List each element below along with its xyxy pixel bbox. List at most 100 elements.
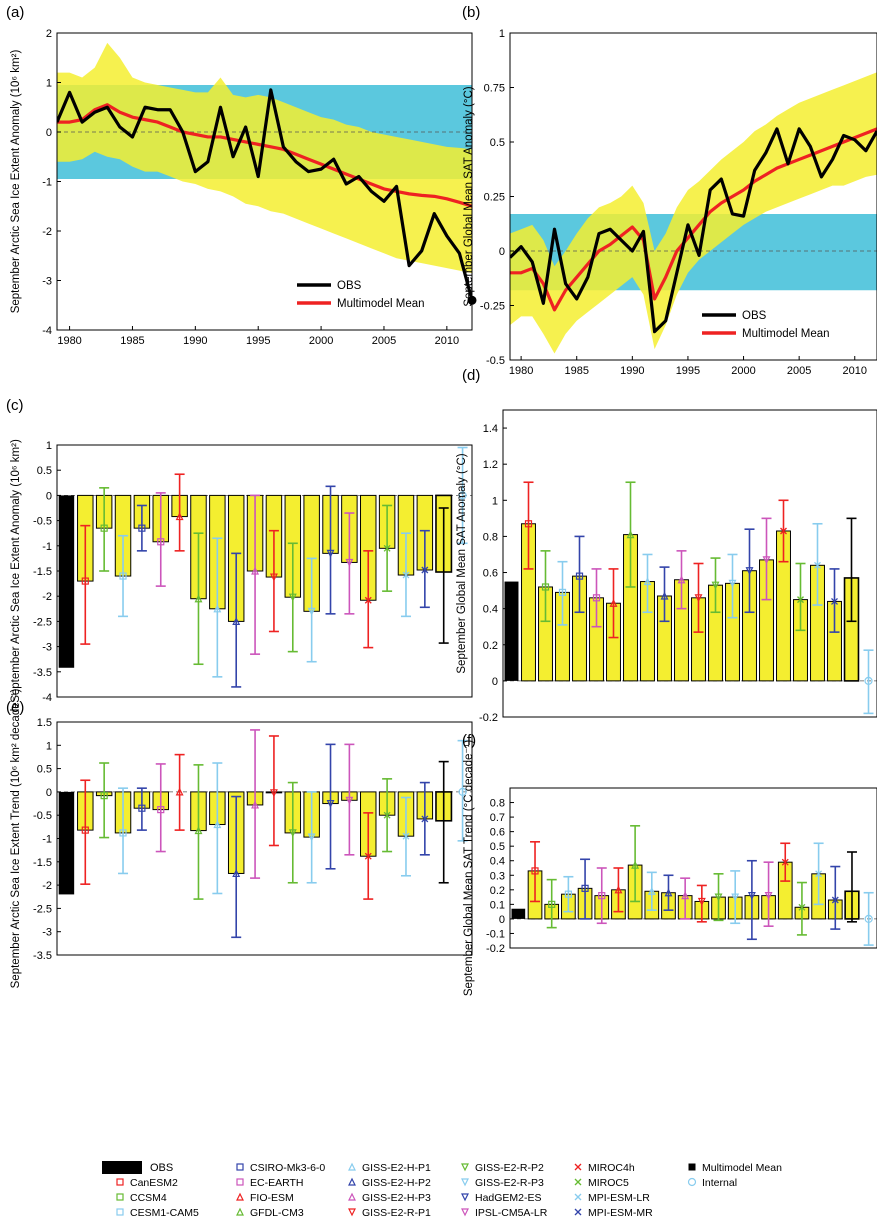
- model-marker: [232, 869, 241, 878]
- internal-marker: [864, 914, 873, 924]
- model-marker: [745, 567, 754, 576]
- model-marker: [815, 870, 823, 878]
- plot-area: [57, 446, 472, 688]
- model-marker: [697, 897, 706, 906]
- y-tick-label: 1: [46, 440, 52, 452]
- y-tick-label: 0.25: [484, 192, 505, 204]
- y-tick-label: -4: [42, 692, 52, 704]
- y-tick-label: 1.4: [483, 423, 498, 435]
- model-marker: [797, 596, 804, 604]
- legend-model-label: MIROC5: [588, 1177, 629, 1189]
- legend-marker: [574, 1208, 582, 1216]
- internal-marker: [864, 676, 873, 685]
- model-marker: [609, 598, 618, 607]
- model-marker: [326, 549, 335, 558]
- model-marker: [626, 530, 635, 539]
- model-marker: [814, 561, 821, 569]
- legend-label: OBS: [337, 280, 362, 292]
- y-tick-label: -2: [42, 591, 52, 603]
- y-tick-label: -3.5: [33, 667, 52, 679]
- legend-marker: [236, 1207, 244, 1216]
- legend-marker: [236, 1192, 244, 1201]
- y-tick-label: 2: [46, 28, 52, 40]
- model-marker-stroke-b: [421, 815, 429, 823]
- model-marker: [728, 579, 737, 588]
- legend-obs-label: OBS: [150, 1162, 173, 1174]
- y-tick-label: 0.7: [490, 812, 505, 824]
- obs-bar: [511, 908, 526, 919]
- y-tick-label: 0.3: [490, 870, 505, 882]
- model-marker: [100, 792, 108, 800]
- model-marker: [81, 577, 89, 585]
- y-tick-label: -2.5: [33, 616, 52, 628]
- panel-frame: [56, 721, 473, 956]
- legend-obs-swatch: [102, 1161, 142, 1174]
- y-tick-label: -1.5: [33, 566, 52, 578]
- y-tick-label: 1.5: [37, 717, 52, 729]
- legend-marker: [461, 1208, 469, 1217]
- panel-d: (d) September Global Mean SAT Anomaly (°C…: [456, 367, 877, 724]
- y-tick-label: -3: [42, 276, 52, 288]
- y-axis-label: September Arctic Sea Ice Extent Anomaly …: [10, 50, 22, 314]
- model-marker: [364, 596, 372, 604]
- obs-line: [510, 127, 877, 334]
- legend-marker-stroke-b: [574, 1208, 582, 1216]
- legend-model-label: GFDL-CM3: [250, 1207, 304, 1219]
- y-tick-label: 0.6: [490, 827, 505, 839]
- model-marker-stroke-b: [383, 811, 391, 819]
- legend-marker: [116, 1208, 124, 1216]
- y-tick-label: 0: [492, 676, 498, 688]
- legend-marker: [461, 1163, 469, 1172]
- legend-marker-stroke-b: [574, 1193, 582, 1201]
- y-tick-label: 0.4: [490, 856, 505, 868]
- legend-marker-stroke-b: [574, 1178, 582, 1186]
- model-marker: [194, 826, 203, 835]
- model-marker: [81, 826, 89, 834]
- legend-marker: [348, 1192, 356, 1201]
- y-tick-label: -1.5: [33, 857, 52, 869]
- model-marker-stroke-b: [797, 596, 804, 604]
- y-tick-label: 0.5: [490, 137, 505, 149]
- obs-bar: [58, 791, 75, 895]
- panel-frame: [502, 409, 877, 718]
- model-spread-band: [510, 72, 877, 354]
- panel-label: (f): [462, 732, 476, 749]
- y-tick-label: 0: [46, 787, 52, 799]
- panel-label: (c): [6, 397, 24, 414]
- model-marker: [781, 858, 789, 866]
- legend-model-label: MPI-ESM-MR: [588, 1207, 653, 1219]
- legend-model-label: CanESM2: [130, 1177, 178, 1189]
- model-marker: [664, 888, 673, 897]
- model-marker: [747, 892, 756, 900]
- model-marker: [631, 860, 640, 869]
- y-tick-label: -0.2: [486, 943, 505, 955]
- model-marker: [138, 804, 146, 812]
- y-tick-label: 0: [499, 246, 505, 258]
- legend-marker: [236, 1178, 244, 1186]
- model-marker: [119, 572, 127, 580]
- model-marker: [364, 852, 372, 860]
- model-marker-stroke-b: [780, 527, 787, 535]
- panel-frame: [56, 444, 473, 698]
- multimodel-mean-line: [57, 103, 472, 208]
- model-marker-stroke-b: [798, 903, 806, 911]
- legend-marker: [574, 1178, 582, 1186]
- x-tick-label: 2005: [787, 365, 811, 377]
- legend-model-label: GISS-E2-H-P2: [362, 1177, 431, 1189]
- model-marker: [831, 597, 838, 605]
- panel-label: (b): [462, 4, 480, 21]
- plot-area: [510, 72, 877, 354]
- y-tick-label: 0.2: [483, 640, 498, 652]
- obs-bar: [58, 495, 75, 668]
- y-tick-label: -2: [42, 226, 52, 238]
- y-tick-label: 0.8: [483, 531, 498, 543]
- panel-e: (e)September Arctic Sea Ice Extent Trend…: [6, 688, 473, 988]
- x-tick-label: 1985: [120, 335, 144, 347]
- x-tick-label: 1990: [183, 335, 207, 347]
- legend-model-label: GISS-E2-R-P2: [475, 1162, 544, 1174]
- x-tick-label: 1980: [57, 335, 81, 347]
- model-marker: [531, 867, 539, 875]
- y-tick-label: -3: [42, 927, 52, 939]
- model-marker: [764, 892, 773, 900]
